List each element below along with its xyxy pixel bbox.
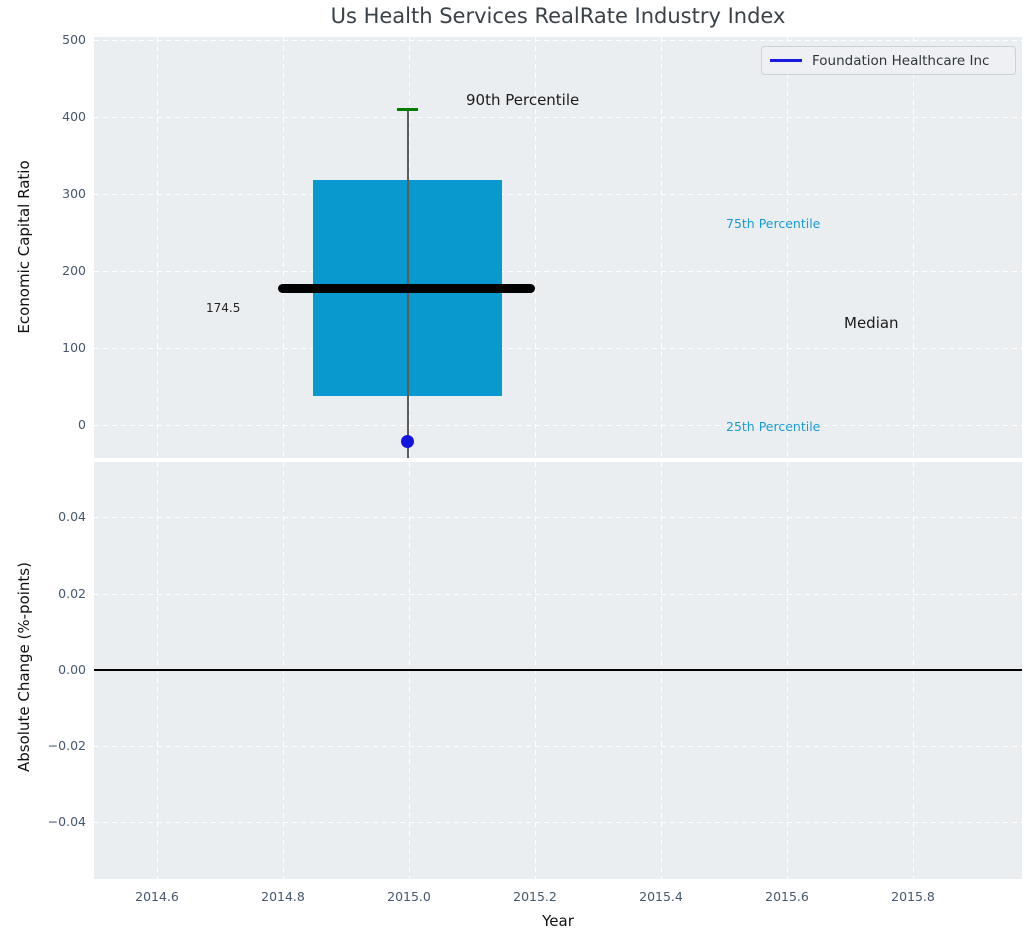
- gridline-v: [787, 37, 788, 458]
- x-tick-label: 2015.6: [765, 889, 809, 904]
- x-tick-label: 2015.8: [891, 889, 935, 904]
- x-tick-label: 2015.4: [639, 889, 683, 904]
- gridline-h: [94, 40, 1022, 41]
- bottom-plot-area: [94, 462, 1022, 879]
- gridline-h: [94, 348, 1022, 349]
- y-tick-label: 0.02: [58, 586, 86, 601]
- x-tick-label: 2015.0: [387, 889, 431, 904]
- x-tick-label: 2014.8: [261, 889, 305, 904]
- gridline-v: [661, 37, 662, 458]
- gridline-v: [913, 37, 914, 458]
- y-tick-label: −0.02: [47, 738, 86, 753]
- legend: Foundation Healthcare Inc: [761, 46, 1016, 75]
- gridline-h: [94, 746, 1022, 747]
- y-tick-label: 200: [62, 263, 86, 278]
- median-value-label: 174.5: [206, 301, 241, 315]
- x-tick-label: 2014.6: [135, 889, 179, 904]
- legend-label: Foundation Healthcare Inc: [812, 52, 990, 69]
- x-axis-label: Year: [542, 912, 574, 930]
- chart-title: Us Health Services RealRate Industry Ind…: [330, 4, 786, 28]
- gridline-h: [94, 425, 1022, 426]
- top-plot-area: 174.5 90th Percentile 75th Percentile Me…: [94, 37, 1022, 458]
- y-tick-label: −0.04: [47, 814, 86, 829]
- x-tick-label: 2015.2: [513, 889, 557, 904]
- gridline-h: [94, 194, 1022, 195]
- y-tick-label: 0.04: [58, 509, 86, 524]
- y-tick-label: 300: [62, 186, 86, 201]
- gridline-h: [94, 822, 1022, 823]
- company-data-point: [401, 435, 414, 448]
- y-tick-label: 400: [62, 109, 86, 124]
- legend-line-icon: [770, 59, 802, 62]
- boxplot-90th-percentile-cap: [397, 108, 418, 111]
- annotation-median: Median: [844, 314, 899, 332]
- annotation-25th-percentile: 25th Percentile: [726, 419, 821, 434]
- gridline-h: [94, 271, 1022, 272]
- gridline-v: [535, 37, 536, 458]
- gridline-h: [94, 117, 1022, 118]
- boxplot-median-line: [278, 284, 535, 293]
- annotation-75th-percentile: 75th Percentile: [726, 216, 821, 231]
- zero-reference-line: [94, 669, 1022, 671]
- y-tick-label: 100: [62, 340, 86, 355]
- y-axis-label-bottom: Absolute Change (%-points): [15, 562, 33, 772]
- y-tick-label: 0.00: [58, 662, 86, 677]
- y-axis-label-top: Economic Capital Ratio: [15, 160, 33, 334]
- boxplot-whisker-line: [407, 109, 409, 458]
- y-tick-label: 0: [78, 417, 86, 432]
- gridline-h: [94, 517, 1022, 518]
- gridline-v: [157, 37, 158, 458]
- y-tick-label: 500: [62, 32, 86, 47]
- annotation-90th-percentile: 90th Percentile: [466, 91, 580, 109]
- gridline-v: [283, 37, 284, 458]
- gridline-h: [94, 594, 1022, 595]
